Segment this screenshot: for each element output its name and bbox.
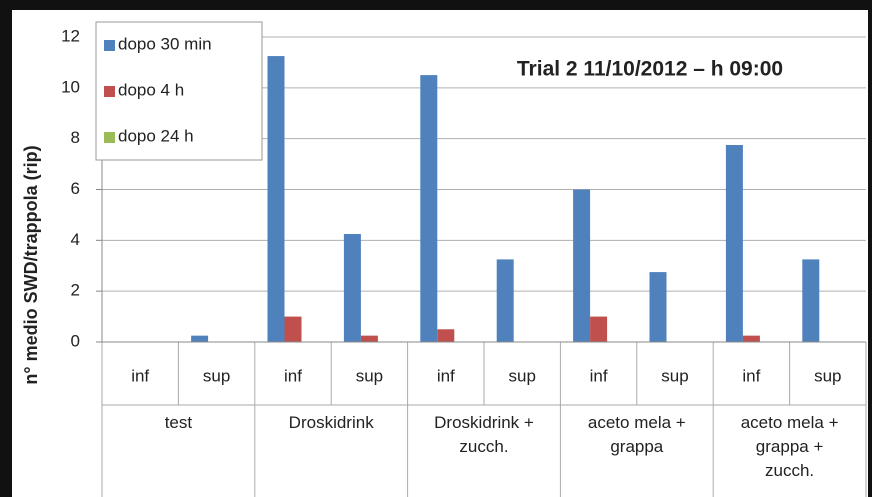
x-tick-label: sup xyxy=(356,366,383,385)
bar xyxy=(191,335,209,342)
x-tick-label: inf xyxy=(590,366,608,385)
bar xyxy=(360,335,378,342)
bar xyxy=(649,272,667,342)
legend-label: dopo 4 h xyxy=(118,80,184,99)
y-tick-label: 10 xyxy=(61,77,80,96)
bar xyxy=(343,233,361,342)
bar xyxy=(496,259,514,342)
group-label: aceto mela + grappa + zucch. xyxy=(740,413,839,480)
x-tick-label: inf xyxy=(437,366,455,385)
y-tick-label: 0 xyxy=(71,331,80,350)
bar xyxy=(437,329,455,342)
group-label: Droskidrink + zucch. xyxy=(434,413,534,456)
legend-swatch xyxy=(104,132,115,143)
x-tick-label: sup xyxy=(203,366,230,385)
x-tick-label: inf xyxy=(284,366,302,385)
legend-box xyxy=(95,21,263,161)
legend-label: dopo 24 h xyxy=(118,126,194,145)
legend-label: dopo 30 min xyxy=(118,34,212,53)
bar xyxy=(802,259,820,342)
bar xyxy=(267,56,285,342)
x-tick-label: sup xyxy=(814,366,841,385)
group-label: aceto mela + grappa xyxy=(587,413,686,456)
legend-swatch xyxy=(104,86,115,97)
bar xyxy=(742,335,760,342)
y-tick-label: 6 xyxy=(71,179,80,198)
x-tick-label: sup xyxy=(661,366,688,385)
y-tick-label: 12 xyxy=(61,26,80,45)
bar xyxy=(573,189,591,342)
x-tick-label: inf xyxy=(131,366,149,385)
group-label: Droskidrink xyxy=(288,413,374,432)
bar xyxy=(590,316,608,342)
y-tick-label: 8 xyxy=(71,128,80,147)
group-label: test xyxy=(164,413,193,432)
y-tick-label: 4 xyxy=(71,230,80,249)
chart-title: Trial 2 11/10/2012 – h 09:00 xyxy=(517,58,783,81)
bar xyxy=(420,75,438,342)
legend-swatch xyxy=(104,40,115,51)
bar xyxy=(725,145,743,342)
y-axis-label: n° medio SWD/trappola (rip) xyxy=(21,145,41,384)
x-tick-label: sup xyxy=(508,366,535,385)
y-tick-label: 2 xyxy=(71,281,80,300)
bar xyxy=(284,316,302,342)
x-tick-label: inf xyxy=(742,366,760,385)
